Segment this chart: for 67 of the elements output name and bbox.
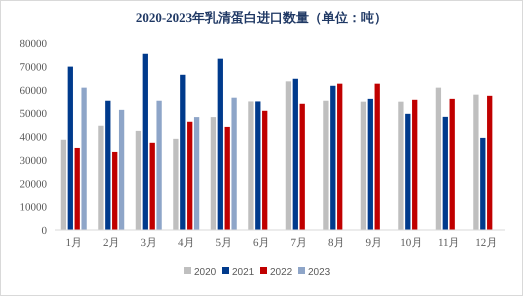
bar	[173, 138, 179, 230]
bar	[136, 130, 142, 230]
bar	[142, 54, 148, 230]
bar	[118, 110, 124, 230]
bar	[330, 86, 336, 230]
y-tick-label: 70000	[20, 61, 48, 74]
bar	[473, 94, 479, 230]
bar	[405, 114, 410, 230]
x-tick-label: 4月	[178, 237, 194, 249]
legend-label: 2020	[194, 267, 217, 278]
bar	[450, 98, 455, 230]
bar	[368, 98, 373, 230]
bar	[487, 96, 492, 230]
legend-label: 2023	[308, 267, 331, 278]
y-tick-label: 40000	[20, 132, 48, 144]
bar	[98, 126, 104, 230]
x-tick-label: 12月	[475, 237, 498, 249]
chart-title: 2020-2023年乳清蛋白进口数量（单位：吨）	[136, 10, 388, 25]
x-tick-label: 3月	[140, 237, 157, 249]
bar	[60, 140, 66, 230]
y-tick-label: 10000	[20, 202, 48, 214]
x-tick-label: 9月	[366, 237, 382, 249]
bar	[374, 84, 380, 230]
bar	[436, 88, 442, 230]
bar	[156, 100, 162, 230]
x-tick-label: 11月	[438, 237, 460, 249]
y-tick-label: 30000	[20, 154, 48, 167]
x-tick-label: 8月	[328, 237, 344, 249]
bar	[105, 100, 110, 230]
bar	[255, 101, 260, 230]
y-tick-label: 60000	[20, 84, 48, 97]
bar	[150, 142, 155, 230]
bar	[68, 66, 73, 230]
bar	[180, 74, 186, 230]
bar	[323, 100, 329, 230]
bar	[187, 122, 192, 230]
x-tick-label: 5月	[216, 237, 232, 249]
bar	[194, 117, 200, 230]
x-tick-label: 1月	[66, 237, 82, 249]
bar	[442, 116, 448, 230]
y-tick-label: 50000	[20, 108, 48, 120]
y-tick-label: 80000	[20, 38, 48, 50]
bar	[292, 78, 298, 230]
bar	[398, 102, 404, 230]
bar	[286, 81, 292, 230]
bar	[412, 100, 418, 230]
bar	[74, 148, 80, 230]
y-tick-label: 20000	[20, 178, 48, 190]
x-tick-label: 7月	[290, 237, 307, 249]
x-tick-label: 2月	[103, 237, 120, 249]
bar	[224, 126, 230, 230]
x-tick-label: 6月	[253, 237, 270, 249]
legend-label: 2021	[232, 267, 255, 278]
bar	[81, 88, 87, 230]
bar	[480, 138, 486, 230]
bar	[300, 104, 305, 230]
bar	[112, 152, 118, 230]
legend-label: 2022	[270, 267, 293, 278]
bar	[210, 117, 216, 230]
bar	[360, 102, 366, 230]
bar	[262, 110, 268, 230]
y-tick-label: 0	[42, 225, 48, 237]
bar	[337, 84, 342, 230]
bar	[248, 101, 254, 230]
bar	[218, 58, 223, 230]
x-tick-label: 10月	[400, 237, 422, 249]
bar	[231, 98, 237, 230]
